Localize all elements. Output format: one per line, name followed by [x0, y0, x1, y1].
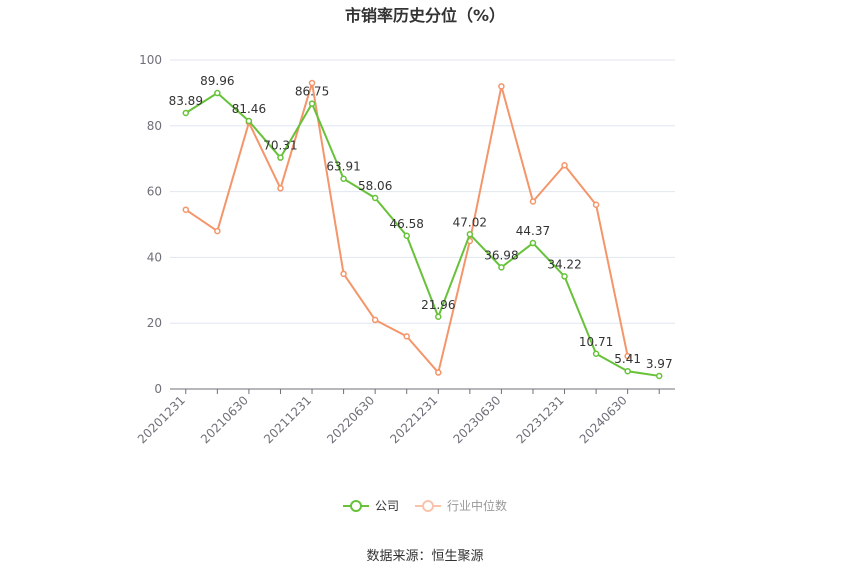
legend: 公司 行业中位数: [0, 497, 850, 514]
industry-median-point: [435, 369, 442, 376]
x-tick-label: 20240630: [577, 393, 630, 446]
company-point: [498, 264, 505, 271]
legend-item-industry-median[interactable]: 行业中位数: [415, 497, 507, 514]
chart-title: 市销率历史分位（%）: [344, 6, 506, 25]
y-tick-label: 0: [154, 382, 162, 396]
company-data-label: 44.37: [516, 224, 550, 238]
data-labels: 83.89 89.96 81.46 70.31 86.75 63.91 58.06 46.58…: [169, 74, 673, 371]
x-tick-label: 20221231: [387, 393, 440, 446]
industry-median-point: [371, 316, 379, 324]
company-data-label: 36.98: [484, 248, 518, 262]
industry-median-point: [403, 333, 410, 340]
data-source-note: 数据来源：恒生聚源: [366, 549, 484, 564]
legend-item-company[interactable]: 公司: [342, 497, 399, 514]
company-data-label: 89.96: [200, 74, 234, 88]
industry-median-point: [214, 227, 221, 235]
company-point: [277, 154, 284, 161]
company-point: [655, 372, 663, 380]
industry-median-point: [592, 201, 600, 209]
company-point: [529, 239, 537, 247]
company-point: [403, 232, 410, 240]
company-data-label: 10.71: [579, 335, 613, 349]
x-tick-label: 20210630: [198, 393, 251, 446]
company-point: [214, 89, 221, 97]
legend-marker-company: [342, 499, 369, 513]
x-tick-label: 20211231: [261, 393, 314, 446]
company-point: [245, 117, 253, 125]
company-point: [561, 273, 568, 280]
company-data-label: 21.96: [421, 298, 455, 312]
series-lines: [182, 79, 663, 380]
company-point: [371, 194, 379, 202]
company-data-label: 58.06: [358, 179, 392, 193]
x-tick-label: 20220630: [324, 393, 377, 446]
industry-median-point: [340, 270, 347, 278]
company-line: [185, 92, 660, 377]
y-tick-label: 40: [147, 250, 162, 264]
legend-marker-industry-median: [415, 499, 441, 513]
company-point: [308, 100, 316, 107]
company-point: [624, 367, 631, 375]
company-data-label: 47.02: [453, 215, 487, 229]
industry-median-point: [182, 206, 190, 213]
company-point: [592, 350, 600, 358]
company-point: [182, 109, 190, 117]
industry-median-point: [561, 162, 568, 169]
grid-lines: [170, 59, 675, 324]
industry-median-point: [277, 185, 284, 192]
legend-label-industry-median: 行业中位数: [447, 499, 508, 513]
y-tick-label: 60: [147, 185, 162, 199]
company-data-label: 46.58: [390, 217, 424, 231]
company-point: [466, 231, 474, 238]
company-point: [435, 313, 442, 321]
company-data-label: 83.89: [169, 94, 203, 108]
industry-median-point: [498, 83, 505, 90]
x-tick-label: 20230630: [450, 393, 503, 446]
company-data-label: 3.97: [646, 357, 673, 371]
y-tick-label: 100: [139, 53, 162, 67]
industry-median-point: [529, 198, 537, 205]
company-data-label: 63.91: [326, 160, 360, 174]
y-tick-label: 20: [147, 316, 162, 330]
industry-median-point: [308, 79, 316, 87]
company-data-label: 5.41: [614, 352, 641, 366]
industry-median-point: [624, 352, 631, 360]
company-point: [340, 175, 347, 182]
x-tick-label: 20201231: [135, 393, 188, 446]
y-tick-label: 80: [147, 119, 162, 133]
company-data-label: 86.75: [295, 85, 329, 99]
x-tick-label: 20231231: [514, 393, 567, 446]
company-data-label: 81.46: [232, 102, 266, 116]
legend-label-company: 公司: [374, 499, 399, 513]
company-data-label: 34.22: [547, 257, 581, 271]
company-data-label: 70.31: [263, 139, 297, 153]
